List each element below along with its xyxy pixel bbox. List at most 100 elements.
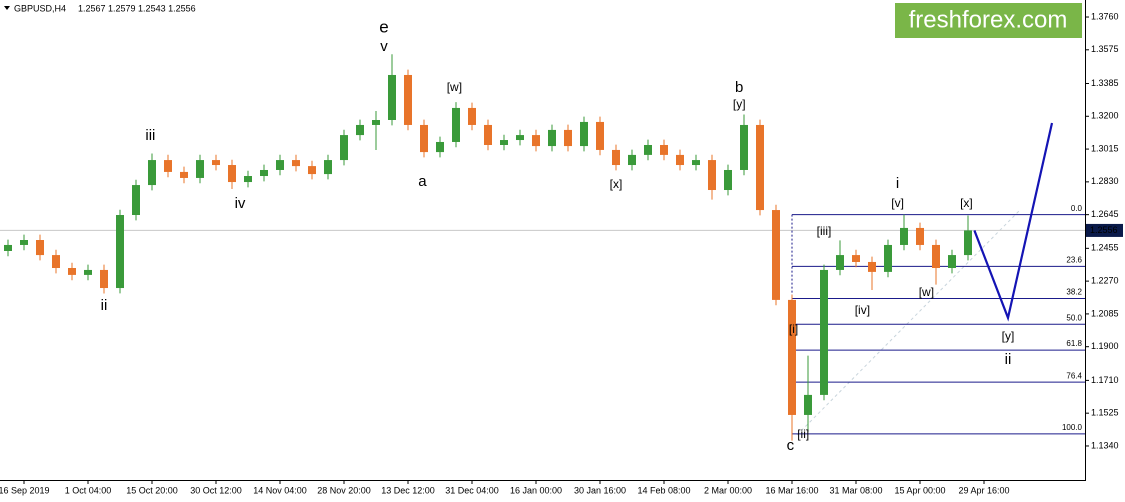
wave-label: e [379, 17, 388, 36]
candle-body [436, 141, 444, 153]
x-tick-label: 29 Apr 16:00 [958, 485, 1009, 495]
x-tick-label: 14 Feb 08:00 [637, 485, 690, 495]
x-tick-label: 14 Nov 04:00 [253, 485, 307, 495]
fib-label: 100.0 [1062, 423, 1083, 432]
x-tick-label: 30 Jan 16:00 [574, 485, 626, 495]
y-tick-label: 1.3015 [1091, 143, 1119, 153]
wave-label: [w] [447, 80, 462, 94]
candle-body [564, 129, 572, 147]
candle-body [532, 135, 540, 147]
wave-label: a [418, 173, 427, 190]
wave-label: [x] [610, 177, 623, 191]
candle-body [756, 124, 764, 211]
candle-body [132, 185, 140, 216]
candle-body [4, 244, 12, 251]
trend-line [796, 209, 1021, 436]
wave-label: [iv] [855, 303, 870, 317]
candle-body [724, 169, 732, 191]
candle-body [900, 227, 908, 245]
x-tick-label: 15 Apr 00:00 [894, 485, 945, 495]
candle-body [740, 124, 748, 170]
candle-body [964, 230, 972, 256]
header-ohlc: 1.2567 1.2579 1.2543 1.2556 [78, 3, 196, 13]
x-tick-label: 28 Nov 20:00 [317, 485, 371, 495]
x-tick-label: 16 Jan 00:00 [510, 485, 562, 495]
candle-body [340, 135, 348, 161]
x-tick-label: 31 Dec 04:00 [445, 485, 499, 495]
fib-label: 23.6 [1066, 256, 1082, 265]
y-tick-label: 1.2645 [1091, 209, 1119, 219]
x-tick-label: 31 Mar 08:00 [829, 485, 882, 495]
candle-body [628, 154, 636, 166]
candle-body [68, 268, 76, 275]
fib-label: 38.2 [1066, 288, 1082, 297]
candle-body [788, 299, 796, 415]
wave-label: b [735, 79, 743, 96]
candle-body [356, 124, 364, 136]
candle-body [484, 124, 492, 145]
candle-body [308, 166, 316, 175]
candle-body [916, 227, 924, 245]
candle-body [548, 129, 556, 147]
wave-label: ii [1005, 351, 1012, 368]
y-tick-label: 1.3760 [1091, 11, 1119, 21]
candle-body [276, 160, 284, 170]
wave-label: iii [145, 127, 155, 144]
fib-label: 61.8 [1066, 339, 1082, 348]
candle-body [948, 255, 956, 269]
wave-label: ii [101, 297, 108, 314]
candle-body [820, 269, 828, 395]
wave-label: [y] [1002, 329, 1015, 343]
wave-label: [iii] [817, 224, 832, 238]
candle-body [52, 255, 60, 269]
candle-body [612, 149, 620, 166]
y-tick-label: 1.1710 [1091, 375, 1119, 385]
y-tick-label: 1.2270 [1091, 275, 1119, 285]
candle-body [580, 121, 588, 147]
wave-label: [i] [789, 322, 798, 336]
y-tick-label: 1.1900 [1091, 341, 1119, 351]
candle-body [292, 160, 300, 167]
candle-body [196, 160, 204, 178]
forecast-path [973, 122, 1054, 322]
candle-body [228, 165, 236, 183]
candle-body [692, 160, 700, 166]
y-tick-label: 1.3200 [1091, 111, 1119, 121]
wave-label: [ii] [797, 427, 809, 441]
y-tick-label: 1.2085 [1091, 308, 1119, 318]
y-tick-label: 1.1525 [1091, 408, 1119, 418]
wave-label: c [787, 437, 795, 454]
x-tick-label: 30 Oct 12:00 [190, 485, 242, 495]
fib-label: 50.0 [1066, 313, 1082, 322]
candle-body [836, 255, 844, 270]
candle-body [676, 154, 684, 166]
y-tick-label: 1.1340 [1091, 440, 1119, 450]
candle-body [212, 160, 220, 166]
candle-body [708, 160, 716, 191]
candle-body [772, 210, 780, 300]
x-tick-label: 16 Mar 16:00 [765, 485, 818, 495]
x-tick-label: 16 Sep 2019 [0, 485, 50, 495]
symbol: GBPUSD,H4 [14, 3, 66, 13]
candle-body [452, 107, 460, 142]
wave-label: [y] [733, 97, 746, 111]
last-price-box [1086, 223, 1123, 237]
menu-icon[interactable] [4, 6, 10, 10]
candle-body [420, 124, 428, 153]
x-tick-label: 1 Oct 04:00 [65, 485, 112, 495]
candle-body [932, 244, 940, 269]
y-tick-label: 1.3385 [1091, 78, 1119, 88]
candle-body [868, 261, 876, 272]
candle-body [116, 215, 124, 289]
x-tick-label: 15 Oct 20:00 [126, 485, 178, 495]
y-tick-label: 1.3575 [1091, 44, 1119, 54]
candle-body [852, 255, 860, 262]
candle-body [148, 160, 156, 186]
watermark-box [895, 3, 1082, 38]
candle-body [804, 394, 812, 415]
last-price-label: 1.2556 [1090, 225, 1118, 235]
fib-label: 0.0 [1071, 204, 1083, 213]
candle-body [180, 171, 188, 178]
wave-label: iv [235, 195, 246, 212]
